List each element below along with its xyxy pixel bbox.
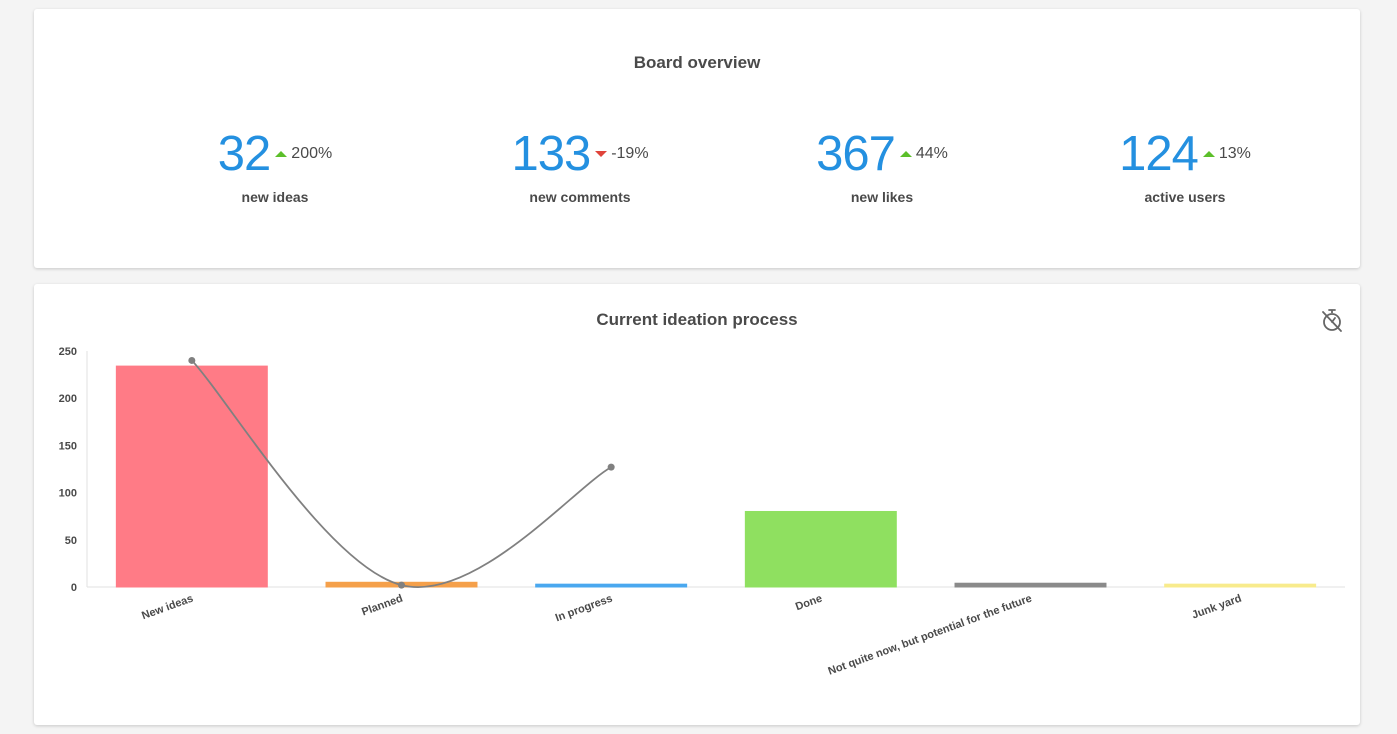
- y-tick-label: 0: [71, 582, 77, 594]
- trend-up-icon: [1202, 151, 1215, 157]
- x-tick-label: New ideas: [140, 593, 195, 623]
- stat-delta: 13%: [1218, 145, 1251, 162]
- y-tick-label: 150: [59, 440, 77, 452]
- bar: [744, 510, 897, 588]
- trend-up-icon: [899, 151, 912, 157]
- stat-label: new comments: [529, 189, 631, 205]
- board-overview-card: Board overview 32 200% new ideas 133 -19…: [34, 9, 1360, 268]
- y-tick-label: 50: [65, 535, 77, 547]
- stat-delta: -19%: [611, 145, 649, 162]
- line-point: [607, 463, 615, 471]
- bar: [1164, 583, 1317, 588]
- stat-new-ideas: 32 200% new ideas: [145, 127, 405, 205]
- stat-active-users: 124 13% active users: [1055, 127, 1315, 205]
- stat-new-likes: 367 44% new likes: [752, 127, 1012, 205]
- bar: [535, 583, 688, 588]
- x-tick-label: Not quite now, but potential for the fut…: [827, 593, 1034, 678]
- stat-value: 32: [217, 127, 272, 181]
- x-tick-label: Junk yard: [1190, 593, 1243, 622]
- y-tick-label: 200: [59, 393, 77, 405]
- stat-label: new likes: [850, 189, 914, 205]
- x-tick-label: In progress: [554, 593, 614, 625]
- stat-value: 133: [511, 127, 591, 181]
- stat-delta: 44%: [915, 145, 948, 162]
- stat-new-comments: 133 -19% new comments: [450, 127, 710, 205]
- overview-title: Board overview: [633, 53, 761, 72]
- line-point: [188, 356, 196, 364]
- bar: [115, 365, 268, 588]
- x-tick-label: Planned: [360, 593, 404, 619]
- stopwatch-off-icon[interactable]: [1321, 308, 1343, 332]
- stat-label: new ideas: [241, 189, 309, 205]
- x-tick-label: Done: [794, 593, 824, 614]
- ideation-process-card: Current ideation process 0 50 100 150 200 250…: [34, 284, 1360, 725]
- line-point: [398, 581, 405, 589]
- stat-value: 367: [816, 127, 896, 181]
- y-tick-label: 100: [59, 488, 77, 500]
- trend-down-icon: [595, 151, 608, 157]
- y-tick-label: 250: [59, 346, 77, 358]
- ideation-bar-chart: 0 50 100 150 200 250 New ideas Planned In progre…: [59, 346, 1345, 678]
- bar: [954, 582, 1107, 588]
- trend-up-icon: [275, 151, 288, 157]
- stat-label: active users: [1144, 189, 1226, 205]
- stat-delta: 200%: [291, 145, 333, 162]
- stat-value: 124: [1119, 127, 1199, 181]
- process-title: Current ideation process: [596, 310, 798, 329]
